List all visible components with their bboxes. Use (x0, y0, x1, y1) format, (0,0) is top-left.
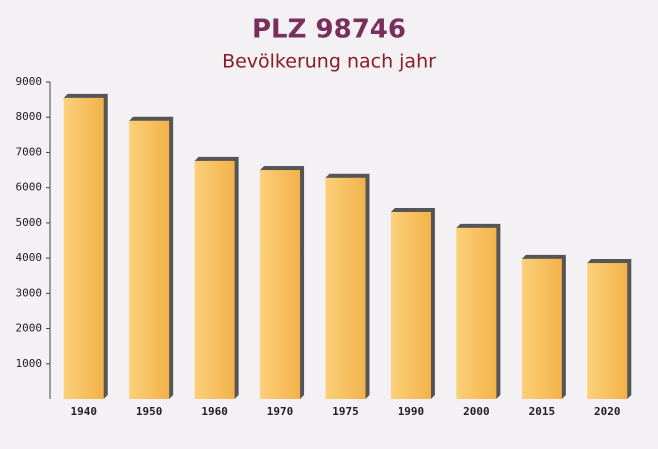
bar (456, 227, 497, 399)
chart-subtitle: Bevölkerung nach jahr (222, 51, 436, 73)
x-tick-label: 1975 (332, 405, 359, 418)
x-tick-label: 2015 (529, 405, 556, 418)
bar (63, 97, 104, 399)
y-tick-label: 6000 (16, 181, 43, 194)
y-tick-label: 7000 (16, 145, 43, 158)
y-tick-label: 4000 (16, 251, 43, 264)
chart-title: PLZ 98746 (252, 15, 406, 45)
bar (194, 160, 235, 399)
x-tick-label: 1940 (70, 405, 97, 418)
x-tick-label: 2020 (594, 405, 621, 418)
bar (390, 211, 431, 399)
bar (129, 120, 170, 399)
x-tick-label: 1960 (201, 405, 228, 418)
x-tick-label: 1970 (267, 405, 294, 418)
y-tick-label: 1000 (16, 357, 43, 370)
y-tick-label: 2000 (16, 322, 43, 335)
x-tick-label: 2000 (463, 405, 490, 418)
x-tick-label: 1990 (398, 405, 425, 418)
y-tick-label: 3000 (16, 286, 43, 299)
y-tick-label: 8000 (16, 110, 43, 123)
x-tick-label: 1950 (136, 405, 163, 418)
bar (521, 258, 562, 399)
y-tick-label: 5000 (16, 216, 43, 229)
bar (260, 170, 301, 399)
bar (587, 263, 628, 399)
y-tick-label: 9000 (16, 75, 43, 88)
bar (325, 177, 366, 399)
